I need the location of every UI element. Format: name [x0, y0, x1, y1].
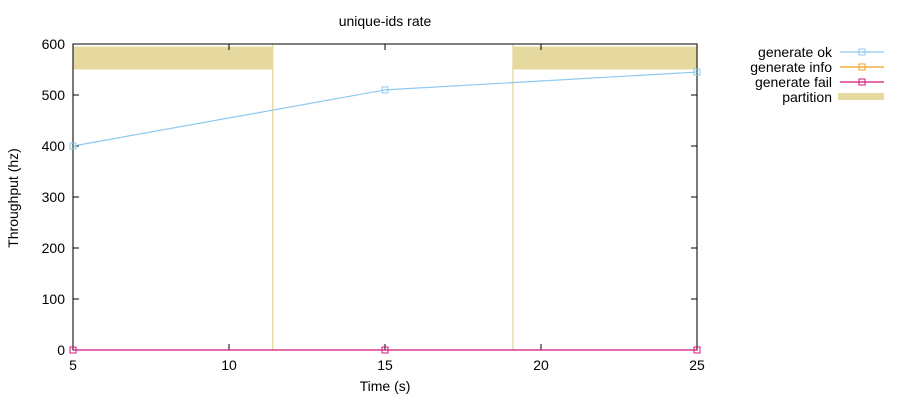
x-axis-label: Time (s)	[360, 378, 411, 394]
legend-marker-generate-fail	[858, 78, 866, 86]
legend-label-partition: partition	[782, 89, 832, 105]
x-tick-label-3: 20	[533, 357, 549, 373]
point-generate-fail-2	[693, 346, 701, 354]
series-layer	[69, 68, 701, 354]
point-generate-ok-1	[381, 86, 389, 94]
x-tick-label-2: 15	[377, 357, 393, 373]
y-tick-label-6: 600	[42, 36, 66, 52]
series-line-generate-ok	[72, 71, 698, 147]
y-tick-label-5: 500	[42, 87, 66, 103]
point-generate-ok-2	[693, 68, 701, 76]
y-tick-label-2: 200	[42, 240, 66, 256]
legend-label-generate-ok: generate ok	[758, 44, 833, 60]
point-generate-fail-1	[381, 346, 389, 354]
legend-label-generate-info: generate info	[750, 59, 832, 75]
partition-band-0	[73, 46, 273, 70]
legend-marker-generate-info	[858, 63, 866, 71]
chart-title: unique-ids rate	[339, 13, 432, 29]
x-tick-label-0: 5	[69, 357, 77, 373]
y-tick-label-0: 0	[57, 342, 65, 358]
partition-layer	[72, 44, 698, 350]
x-tick-label-1: 10	[221, 357, 237, 373]
y-axis-label: Throughput (hz)	[5, 148, 21, 248]
x-tick-label-4: 25	[689, 357, 705, 373]
partition-band-1	[512, 46, 697, 70]
legend-marker-generate-ok	[858, 48, 866, 56]
y-tick-label-4: 400	[42, 138, 66, 154]
axes: 5 10 15 20 25 0 100 200 300 400 500 600	[42, 36, 705, 373]
legend-swatch-partition	[838, 93, 884, 100]
y-tick-label-1: 100	[42, 291, 66, 307]
point-generate-fail-0	[69, 346, 77, 354]
point-generate-ok-0	[69, 142, 77, 150]
y-tick-label-3: 300	[42, 189, 66, 205]
legend-label-generate-fail: generate fail	[755, 74, 832, 90]
